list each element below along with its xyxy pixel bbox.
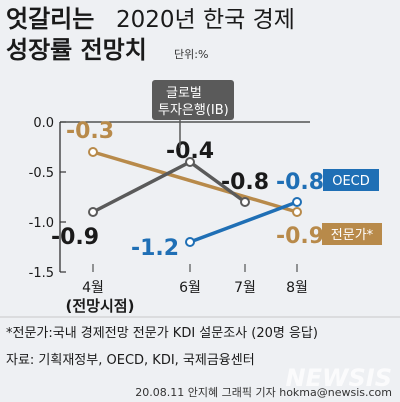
x-tick-label: 4월 — [82, 280, 104, 296]
data-labels-expert: -0.3 -0.9 — [66, 119, 324, 249]
x-tick-label: 8월 — [286, 280, 308, 296]
data-label-ib: -0.8 — [221, 170, 269, 195]
series-expert — [88, 147, 302, 217]
y-tick-label: -1.0 — [29, 216, 54, 231]
series-ib — [88, 157, 250, 217]
data-labels-ib: -0.9 -0.4 -0.8 — [51, 139, 269, 250]
data-point-oecd — [185, 237, 195, 247]
source: 자료: 기획재정부, OECD, KDI, 국제금융센터 — [6, 353, 255, 368]
data-label-expert: -0.9 — [276, 224, 324, 249]
data-point-expert — [292, 207, 302, 217]
data-label-expert: -0.3 — [66, 119, 114, 144]
footnote: *전문가:국내 경제전망 전문가 KDI 설문조사 (20명 응답) — [6, 326, 318, 341]
legend-oecd: OECD — [323, 169, 379, 191]
data-label-ib: -0.9 — [51, 225, 99, 250]
title-line1-part1: 엇갈리는 — [6, 5, 94, 33]
data-point-ib — [88, 207, 98, 217]
data-point-expert — [88, 147, 98, 157]
title-line1-part2: 2020년 한국 경제 — [116, 7, 295, 33]
series-line-oecd — [189, 200, 298, 244]
y-tick-label: -1.5 — [29, 266, 54, 281]
legend-ib: 글로벌 투자은행(IB) — [152, 80, 234, 148]
unit-label: 단위:% — [174, 48, 208, 61]
y-ticks: 0.0 -0.5 -1.0 -1.5 — [29, 116, 66, 281]
data-label-oecd: -1.2 — [131, 236, 179, 261]
series-oecd — [185, 197, 302, 247]
data-point-oecd — [292, 197, 302, 207]
x-tick-label: 6월 — [179, 280, 201, 296]
credit: 20.08.11 안지혜 그래픽 기자 hokma@newsis.com — [135, 386, 392, 399]
data-labels-oecd: -1.2 -0.8 — [131, 170, 324, 261]
y-tick-label: 0.0 — [33, 116, 54, 131]
series-line-expert — [92, 150, 298, 214]
legend-expert-label: 전문가* — [331, 228, 374, 243]
legend-expert-box — [322, 223, 382, 245]
data-label-ib: -0.4 — [166, 139, 214, 164]
legend-expert: 전문가* — [322, 223, 382, 245]
data-point-ib — [240, 197, 250, 207]
title-line2: 성장률 전망치 — [6, 36, 147, 64]
x-axis-sublabel: (전망시점) — [66, 297, 135, 315]
legend-ib-box — [152, 80, 234, 120]
y-tick-label: -0.5 — [29, 166, 54, 181]
legend-oecd-box — [323, 169, 379, 191]
series-layer: -0.9 -0.4 -0.8 -1.2 -0.8 -0.3 -0.9 — [51, 119, 324, 261]
watermark: NEWSIS — [286, 364, 392, 392]
legend-oecd-label: OECD — [332, 174, 370, 189]
legend-ib-label-line1: 글로벌 — [166, 86, 202, 101]
data-point-ib — [185, 157, 195, 167]
legend-ib-label-line2: 투자은행(IB) — [158, 102, 229, 118]
x-axis-labels: 4월 6월 7월 8월 — [82, 264, 308, 296]
x-tick-label: 7월 — [234, 280, 256, 296]
data-label-oecd: -0.8 — [276, 170, 324, 195]
